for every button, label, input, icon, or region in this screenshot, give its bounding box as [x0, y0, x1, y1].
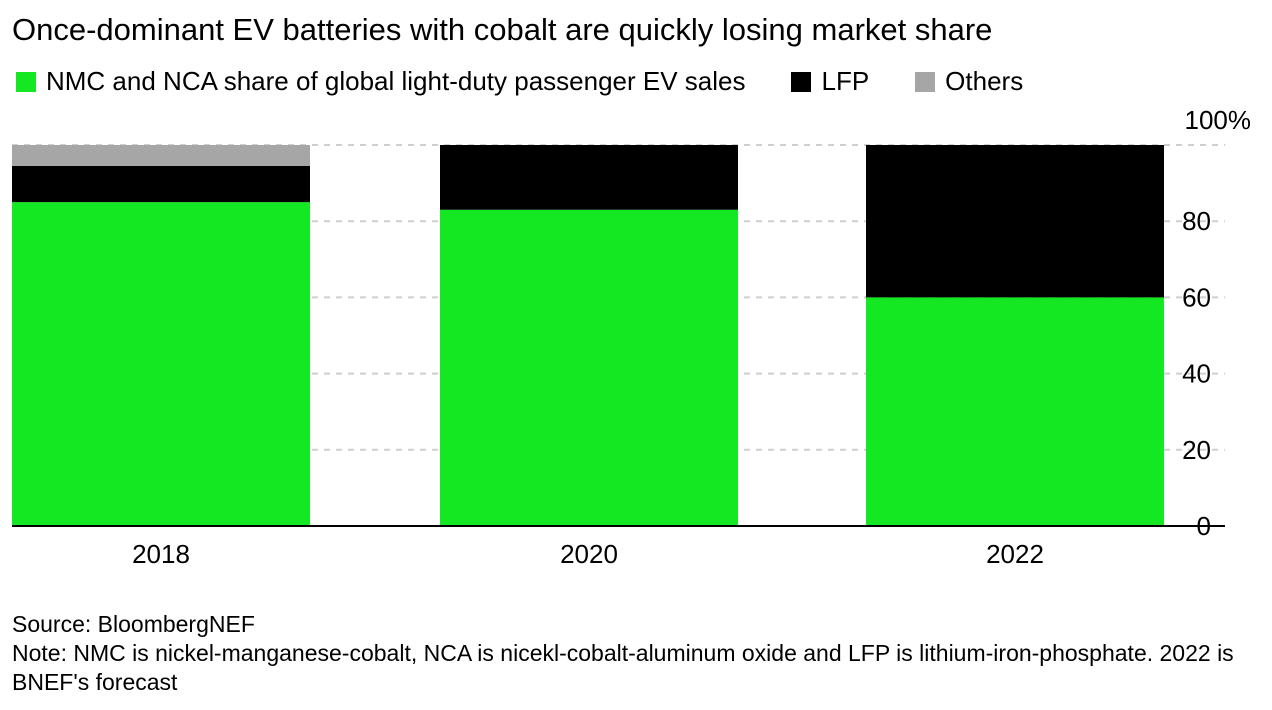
footnote: Note: NMC is nickel-manganese-cobalt, NC… — [12, 640, 1234, 695]
bar-segment-lfp-2020 — [440, 145, 738, 210]
stacked-bar-chart: 2018 2020 2022 0 20 40 60 80 100% — [12, 105, 1252, 569]
y-tick-label: 80 — [1182, 206, 1211, 236]
x-tick-label: 2020 — [560, 539, 618, 569]
y-tick-label: 40 — [1182, 359, 1211, 389]
chart-footer: Source: BloombergNEF Note: NMC is nickel… — [12, 610, 1252, 697]
legend-label-others: Others — [945, 66, 1024, 96]
y-tick-label: 20 — [1182, 435, 1211, 465]
legend-swatch-others — [915, 71, 936, 92]
bar-segment-others-2018 — [12, 145, 310, 166]
bar-segment-nmc-2020 — [440, 209, 738, 526]
legend-label-lfp: LFP — [821, 66, 870, 96]
bar-segment-nmc-2022 — [866, 297, 1164, 526]
source-note: Source: BloombergNEF — [12, 611, 255, 637]
legend-label-nmc-nca: NMC and NCA share of global light-duty p… — [46, 66, 746, 96]
bar-segment-nmc-2018 — [12, 202, 310, 526]
bar-segment-lfp-2018 — [12, 165, 310, 203]
x-tick-label: 2022 — [986, 539, 1044, 569]
legend-item-lfp: LFP — [791, 66, 869, 97]
legend-swatch-lfp — [791, 71, 812, 92]
y-tick-label: 100% — [1185, 105, 1252, 135]
bar-segment-lfp-2022 — [866, 145, 1164, 298]
chart-title: Once-dominant EV batteries with cobalt a… — [12, 12, 993, 47]
y-tick-label: 0 — [1197, 511, 1211, 541]
legend-item-others: Others — [915, 66, 1023, 97]
legend-swatch-nmc-nca — [16, 71, 36, 92]
x-tick-label: 2018 — [132, 539, 190, 569]
legend-item-nmc-nca: NMC and NCA share of global light-duty p… — [16, 66, 745, 97]
y-tick-label: 60 — [1182, 282, 1211, 312]
chart-legend: NMC and NCA share of global light-duty p… — [16, 66, 1069, 97]
